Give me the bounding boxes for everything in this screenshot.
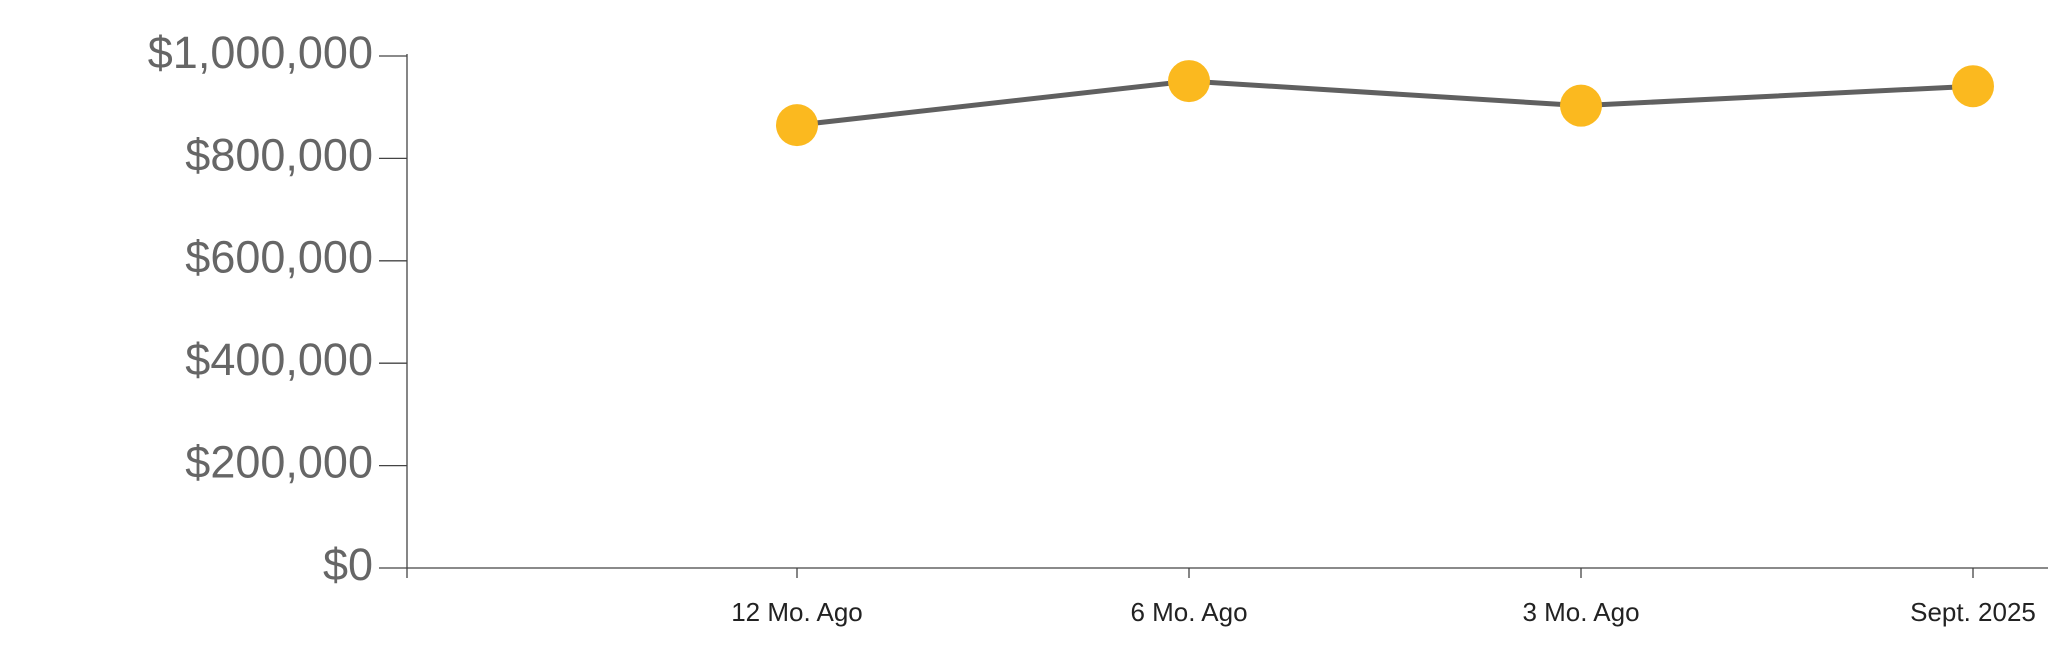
y-tick-label: $400,000 [185, 334, 373, 385]
x-tick-label: Sept. 2025 [1910, 597, 2036, 627]
point [1952, 65, 1994, 108]
line [796, 78, 1974, 128]
x-tick-label: 3 Mo. Ago [1522, 597, 1639, 627]
y-tick-label: $1,000,000 [148, 27, 373, 78]
point [1168, 60, 1210, 103]
x-tick-label: 12 Mo. Ago [731, 597, 863, 627]
y-tick-label: $800,000 [185, 129, 373, 180]
y-tick-label: $0 [323, 539, 373, 590]
y-tick-label: $600,000 [185, 232, 373, 283]
point [1560, 84, 1602, 127]
point [776, 104, 818, 147]
x-tick-label: 6 Mo. Ago [1130, 597, 1247, 627]
y-tick-label: $200,000 [185, 436, 373, 487]
